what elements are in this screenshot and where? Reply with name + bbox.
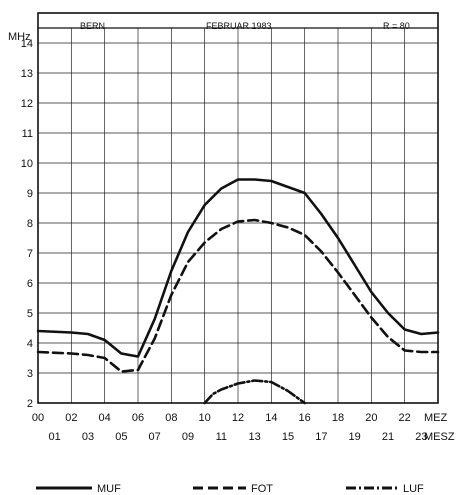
x-tick-label-mesz: 17 bbox=[315, 431, 327, 443]
y-tick-label: 9 bbox=[27, 188, 33, 200]
y-tick-label: 2 bbox=[27, 398, 33, 410]
x-tick-labels: 00 02 04 06 08 10 12 14 16 18 20 22 01 03 05 07 09 11 13 15… bbox=[32, 412, 428, 443]
x-axis-unit-mez: MEZ bbox=[424, 412, 448, 424]
x-tick-label-mesz: 09 bbox=[182, 431, 194, 443]
y-tick-label: 5 bbox=[27, 308, 33, 320]
y-tick-label: 12 bbox=[21, 98, 33, 110]
x-tick-label-mesz: 01 bbox=[49, 431, 61, 443]
legend-label-fot: FOT bbox=[251, 483, 273, 495]
x-tick-label-mez: 02 bbox=[65, 412, 77, 424]
y-tick-labels: 2 3 4 5 6 7 8 9 10 11 12 13 14 bbox=[21, 38, 33, 410]
y-tick-label: 8 bbox=[27, 218, 33, 230]
x-tick-label-mez: 10 bbox=[199, 412, 211, 424]
y-tick-label: 14 bbox=[21, 38, 33, 50]
legend-label-luf: LUF bbox=[403, 483, 424, 495]
x-tick-label-mez: 00 bbox=[32, 412, 44, 424]
x-tick-label-mez: 18 bbox=[332, 412, 344, 424]
y-axis-label: MHz bbox=[8, 31, 31, 43]
header-location: BERN bbox=[80, 21, 105, 31]
series-line-muf bbox=[36, 178, 440, 358]
x-tick-label-mesz: 19 bbox=[349, 431, 361, 443]
y-tick-label: 11 bbox=[22, 128, 33, 140]
legend: MUF FOT LUF bbox=[36, 483, 424, 495]
x-tick-label-mez: 22 bbox=[399, 412, 411, 424]
x-tick-label-mesz: 11 bbox=[216, 431, 227, 443]
y-tick-label: 10 bbox=[21, 158, 33, 170]
header-month: FEBRUAR 1983 bbox=[206, 21, 272, 31]
y-tick-label: 3 bbox=[27, 368, 33, 380]
header-sunspot-number: R = 80 bbox=[383, 21, 410, 31]
x-axis-unit-mesz: MESZ bbox=[424, 431, 455, 443]
series-layer bbox=[36, 178, 440, 405]
x-tick-label-mez: 06 bbox=[132, 412, 144, 424]
legend-label-muf: MUF bbox=[97, 483, 121, 495]
y-tick-label: 13 bbox=[21, 68, 33, 80]
x-tick-label-mesz: 21 bbox=[382, 431, 394, 443]
x-tick-label-mesz: 03 bbox=[82, 431, 94, 443]
x-tick-label-mez: 12 bbox=[232, 412, 244, 424]
grid bbox=[38, 28, 438, 403]
y-tick-label: 6 bbox=[27, 278, 33, 290]
y-tick-label: 7 bbox=[27, 248, 33, 260]
x-tick-label-mesz: 23 bbox=[415, 431, 427, 443]
x-tick-label-mesz: 13 bbox=[249, 431, 261, 443]
y-tick-label: 4 bbox=[27, 338, 33, 350]
series-line-fot bbox=[36, 218, 440, 373]
x-tick-label-mez: 16 bbox=[299, 412, 311, 424]
x-tick-label-mez: 08 bbox=[165, 412, 177, 424]
series-line-luf bbox=[203, 379, 307, 405]
x-tick-label-mesz: 05 bbox=[115, 431, 127, 443]
plot-frame bbox=[37, 12, 439, 404]
x-tick-label-mez: 04 bbox=[99, 412, 111, 424]
x-tick-label-mesz: 15 bbox=[282, 431, 294, 443]
x-tick-label-mez: 20 bbox=[365, 412, 377, 424]
x-tick-label-mez: 14 bbox=[265, 412, 277, 424]
x-tick-label-mesz: 07 bbox=[149, 431, 161, 443]
